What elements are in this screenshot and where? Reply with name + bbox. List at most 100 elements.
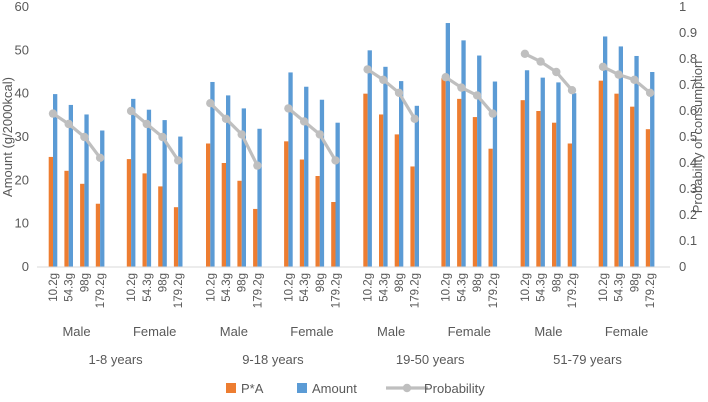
probability-marker [174,156,183,165]
y2-tick-label: 0.7 [679,77,697,92]
y-tick-label: 10 [15,216,29,231]
x-tick-label: 179.2g [331,273,343,308]
bar-pa [237,180,242,267]
bar-pa [598,80,603,268]
probability-marker [410,114,419,124]
probability-lines-layer [48,49,655,170]
bar-pa [410,166,415,267]
probability-marker [221,114,231,124]
y-tick-label: 40 [15,86,29,101]
probability-marker [237,130,246,139]
sex-label: Female [605,324,648,339]
bar-amount [414,105,419,267]
x-tick-label: 54.3g [614,273,626,302]
x-tick-label: 98g [158,273,170,292]
bar-pa [95,203,101,267]
probability-marker [126,106,136,116]
probability-marker [488,109,497,118]
x-tick-label: 10.2g [520,273,532,302]
y2-tick-label: 0.3 [679,181,697,196]
bar-amount [524,70,530,268]
bar-amount [131,98,136,267]
x-tick-label: 179.2g [645,273,657,308]
sex-label: Male [534,324,562,339]
probability-marker [95,153,105,162]
bar-pa [64,170,69,267]
y2-tick-label: 0.6 [679,103,697,118]
bar-pa [253,208,258,267]
bar-pa [80,183,85,267]
probability-marker [48,109,58,118]
probability-marker [363,65,372,74]
y-tick-label: 0 [22,259,29,274]
probability-marker [472,91,482,100]
probability-marker [598,62,608,71]
probability-marker [331,156,340,165]
probability-marker [64,119,73,129]
probability-line [444,75,495,115]
x-tick-label: 179.2g [95,273,107,308]
probability-marker [253,161,262,170]
bar-pa [48,156,53,267]
age-group-label: 51-79 years [553,352,622,367]
bar-amount [618,46,623,267]
sex-label: Male [377,324,405,339]
bar-amount [335,122,340,267]
probability-marker [441,73,450,82]
legend-label-probability: Probability [424,381,485,396]
probability-marker [315,130,324,139]
y-tick-label: 20 [15,172,29,187]
bar-amount [634,55,639,267]
probability-marker [536,57,545,66]
probability-line [524,52,574,92]
bar-pa [142,173,147,267]
bar-amount [241,108,246,268]
legend-swatch-amount [297,383,307,393]
y2-tick-label: 0 [679,259,686,274]
probability-line [209,102,259,167]
probability-marker [614,70,623,79]
bar-pa [206,143,211,267]
probability-marker [379,75,388,85]
probability-marker [552,67,561,77]
bar-amount [445,23,450,268]
bars-layer [48,23,655,268]
sex-label: Female [448,324,491,339]
bar-pa [488,148,493,267]
bar-amount [572,93,577,267]
probability-marker [520,49,530,58]
y2-tick-label: 0.5 [679,129,697,144]
bar-pa [126,159,132,267]
x-tick-label: 10.2g [48,273,60,302]
bar-amount [68,104,73,267]
probability-marker [457,83,466,92]
x-tick-label: 54.3g [536,273,548,302]
probability-marker [206,99,215,108]
bar-amount [84,114,89,267]
bar-pa [379,114,384,267]
bar-amount [383,66,388,267]
age-group-label: 19-50 years [396,352,465,367]
x-tick-label: 54.3g [378,273,390,302]
sex-label: Female [133,324,176,339]
x-tick-label: 179.2g [410,273,422,308]
bar-amount [210,81,215,267]
sex-label: Male [62,324,90,339]
bar-pa [457,98,462,267]
x-tick-label: 10.2g [441,273,453,302]
bar-amount [257,128,262,267]
bar-amount [650,72,655,267]
bar-pa [394,134,399,267]
bar-pa [520,100,525,268]
bar-amount [399,81,404,267]
bar-amount [461,40,466,267]
x-tick-label: 10.2g [205,273,217,302]
probability-line [287,107,337,162]
y-tick-label: 60 [15,0,29,14]
x-tick-label: 179.2g [173,273,185,308]
y-axis-title: Amount (g/2000kcal) [0,77,15,197]
probability-line [366,68,417,120]
bar-pa [552,122,557,267]
bar-pa [536,111,541,267]
x-tick-label: 98g [551,273,563,292]
